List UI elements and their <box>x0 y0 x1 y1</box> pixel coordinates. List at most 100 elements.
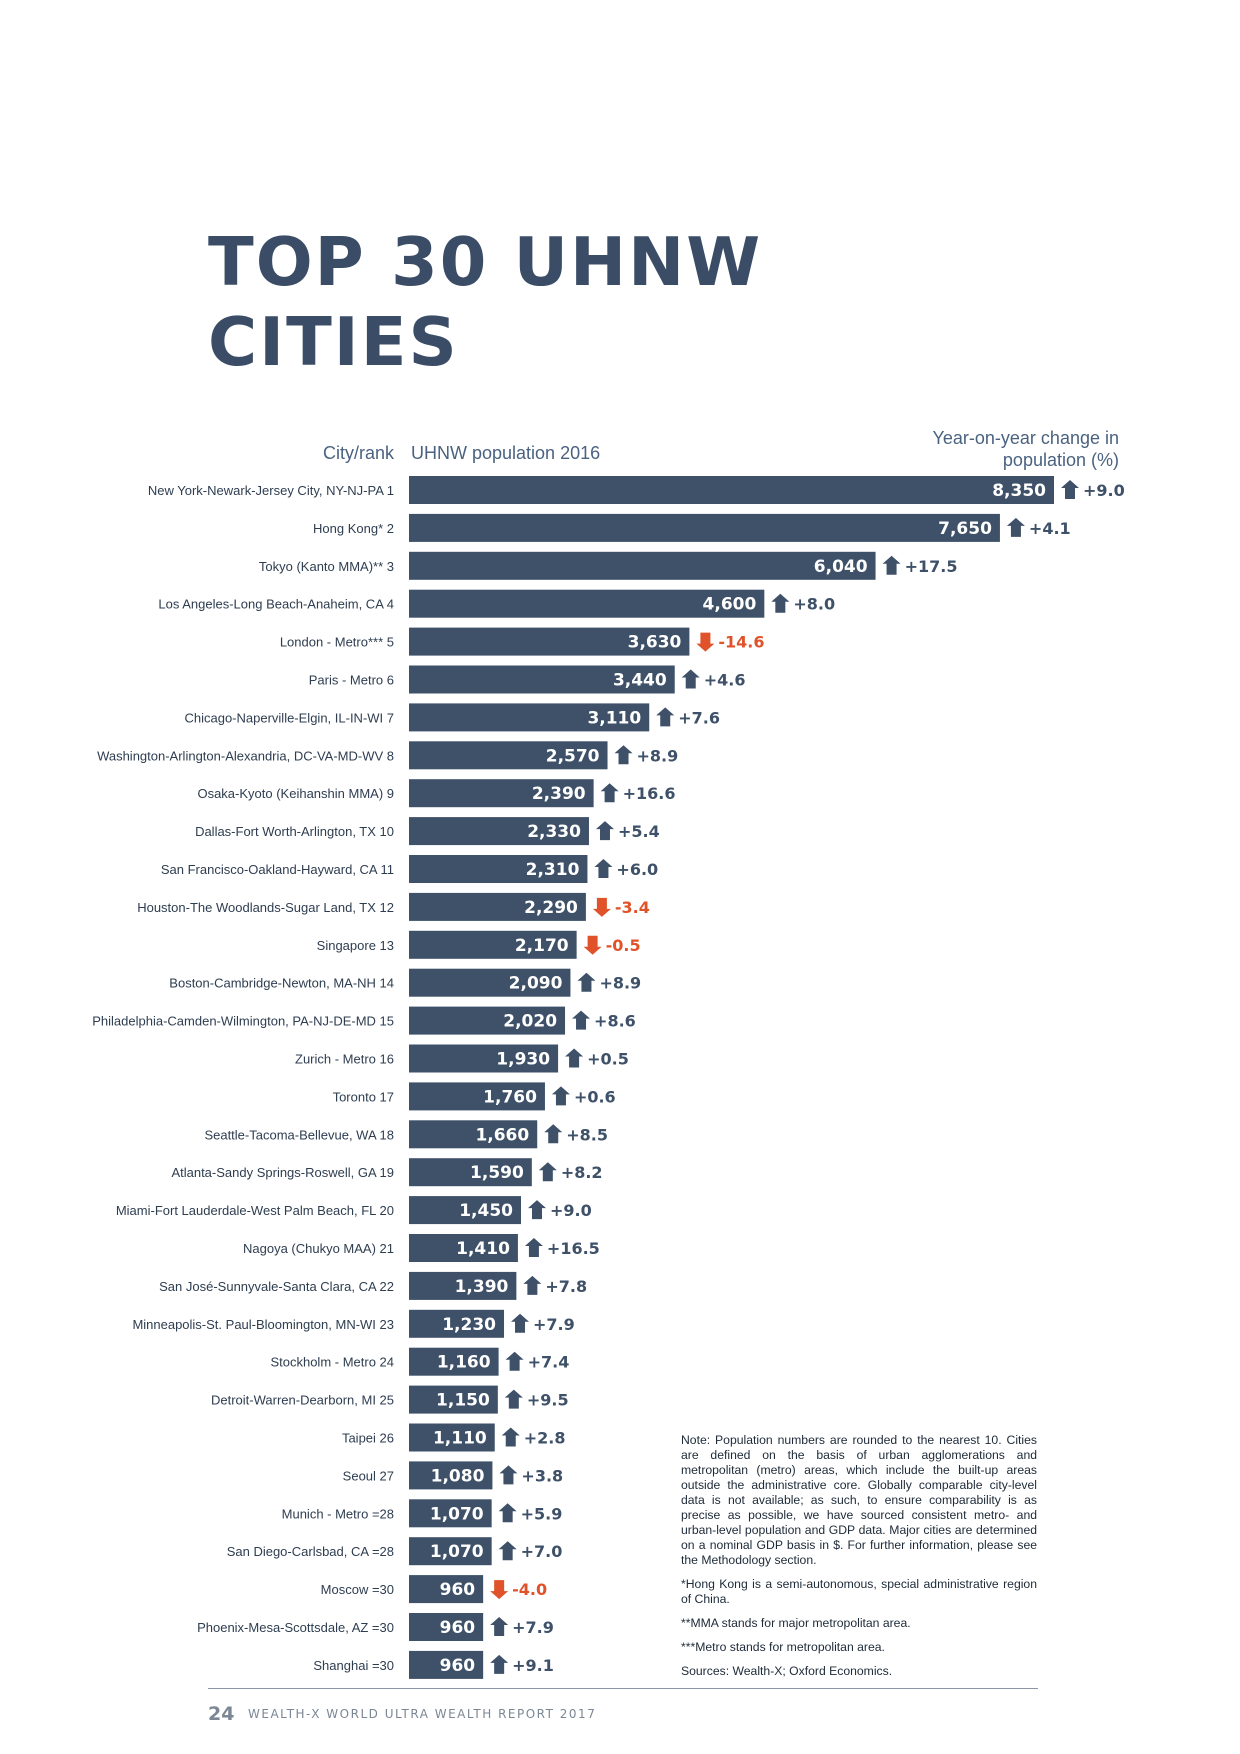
population-value-label: 2,330 <box>527 822 581 842</box>
change-value-label: +0.5 <box>587 1050 629 1069</box>
population-value-label: 8,350 <box>992 481 1046 501</box>
city-label: Houston-The Woodlands-Sugar Land, TX 12 <box>137 900 394 915</box>
population-value-label: 1,390 <box>455 1277 509 1297</box>
change-value-label: +5.4 <box>618 822 660 841</box>
arrow-up-icon <box>538 1162 557 1182</box>
city-label: Atlanta-Sandy Springs-Roswell, GA 19 <box>171 1165 394 1180</box>
arrow-up-icon <box>572 1010 591 1030</box>
arrow-down-icon <box>696 632 715 652</box>
population-bar <box>409 1158 532 1187</box>
footer-divider <box>208 1688 1038 1689</box>
arrow-down-icon <box>490 1580 509 1600</box>
change-value-label: +7.4 <box>528 1353 570 1372</box>
population-value-label: 2,090 <box>509 974 563 994</box>
arrow-up-icon <box>524 1238 543 1257</box>
city-label: San Francisco-Oakland-Hayward, CA 11 <box>161 862 394 877</box>
change-value-label: +7.9 <box>533 1315 575 1334</box>
population-bar <box>409 1385 498 1414</box>
city-label: Phoenix-Mesa-Scottsdale, AZ =30 <box>197 1620 394 1635</box>
change-value-label: -3.4 <box>615 898 650 917</box>
population-bar <box>409 1006 566 1035</box>
arrow-down-icon <box>592 897 611 917</box>
city-label: Zurich - Metro 16 <box>295 1052 394 1067</box>
arrow-up-icon <box>594 859 613 878</box>
arrow-up-icon <box>523 1275 542 1295</box>
city-label: Toronto 17 <box>333 1089 394 1104</box>
population-bar <box>409 1120 538 1149</box>
change-value-label: +16.6 <box>623 784 676 803</box>
city-label: Osaka-Kyoto (Keihanshin MMA) 9 <box>197 786 394 801</box>
change-value-label: +6.0 <box>616 860 658 879</box>
city-label: Paris - Metro 6 <box>309 673 394 688</box>
population-bar <box>409 1082 545 1111</box>
population-bar <box>409 1309 505 1338</box>
city-label: Stockholm - Metro 24 <box>270 1355 394 1370</box>
population-bar <box>409 1575 484 1604</box>
arrow-up-icon <box>614 745 633 765</box>
population-value-label: 7,650 <box>938 519 992 539</box>
population-value-label: 3,110 <box>587 708 641 728</box>
change-value-label: -0.5 <box>606 936 641 955</box>
population-value-label: 4,600 <box>703 595 757 615</box>
arrow-up-icon <box>499 1465 518 1485</box>
change-value-label: +16.5 <box>547 1239 600 1258</box>
population-value-label: 2,390 <box>532 784 586 804</box>
city-label: Munich - Metro =28 <box>282 1506 394 1521</box>
change-value-label: +5.9 <box>521 1504 563 1523</box>
population-bar <box>409 1499 492 1528</box>
arrow-up-icon <box>498 1541 517 1561</box>
arrow-up-icon <box>1061 480 1079 499</box>
change-value-label: +7.0 <box>521 1542 563 1561</box>
population-value-label: 960 <box>440 1656 476 1676</box>
city-label: Dallas-Fort Worth-Arlington, TX 10 <box>195 824 394 839</box>
arrow-up-icon <box>501 1427 520 1447</box>
population-value-label: 1,110 <box>433 1429 487 1449</box>
change-value-label: +8.0 <box>793 595 835 614</box>
city-label: Seattle-Tacoma-Bellevue, WA 18 <box>204 1127 394 1142</box>
population-bar <box>409 551 876 580</box>
city-label: Nagoya (Chukyo MAA) 21 <box>243 1241 394 1256</box>
change-header-line-2: population (%) <box>1002 450 1119 470</box>
city-label: Miami-Fort Lauderdale-West Palm Beach, F… <box>116 1203 394 1218</box>
city-label: Seoul 27 <box>343 1468 394 1483</box>
title-line-2: CITIES <box>208 303 459 381</box>
city-label: Washington-Arlington-Alexandria, DC-VA-M… <box>97 748 394 763</box>
change-value-label: +8.5 <box>566 1125 608 1144</box>
note-paragraph: Note: Population numbers are rounded to … <box>681 1433 1037 1567</box>
population-bar <box>409 665 675 694</box>
report-name: WEALTH-X WORLD ULTRA WEALTH REPORT 2017 <box>248 1707 597 1721</box>
population-value-label: 3,440 <box>613 671 667 691</box>
population-value-label: 1,590 <box>470 1163 524 1183</box>
arrow-up-icon <box>771 593 790 613</box>
population-value-label: 1,070 <box>430 1542 484 1562</box>
population-bar <box>409 817 589 846</box>
population-value-label: 2,020 <box>503 1012 557 1032</box>
population-value-label: 2,170 <box>515 936 569 956</box>
change-value-label: +4.1 <box>1029 519 1071 538</box>
change-value-label: +7.6 <box>678 708 720 727</box>
city-label: Philadelphia-Camden-Wilmington, PA-NJ-DE… <box>92 1014 394 1029</box>
change-header: Year-on-year change in population (%) <box>889 427 1119 471</box>
population-bar <box>409 1196 522 1225</box>
population-bar <box>409 1234 518 1262</box>
arrow-up-icon <box>505 1351 524 1371</box>
population-value-label: 6,040 <box>814 557 868 577</box>
notes-block: Note: Population numbers are rounded to … <box>681 1433 1037 1688</box>
arrow-up-icon <box>490 1617 509 1636</box>
population-value-label: 1,150 <box>436 1391 490 1411</box>
population-value-label: 2,310 <box>526 860 580 880</box>
note-hong-kong: *Hong Kong is a semi-autonomous, special… <box>681 1577 1037 1606</box>
change-value-label: +8.9 <box>599 974 641 993</box>
city-label: Boston-Cambridge-Newton, MA-NH 14 <box>169 976 394 991</box>
note-sources: Sources: Wealth-X; Oxford Economics. <box>681 1664 893 1678</box>
change-header-line-1: Year-on-year change in <box>932 428 1119 448</box>
arrow-up-icon <box>1006 517 1025 537</box>
city-label: Minneapolis-St. Paul-Bloomington, MN-WI … <box>132 1317 394 1332</box>
city-label: Taipei 26 <box>342 1431 394 1446</box>
population-header: UHNW population 2016 <box>411 443 601 463</box>
population-value-label: 1,230 <box>442 1315 496 1335</box>
arrow-up-icon <box>656 707 675 727</box>
change-value-label: -14.6 <box>718 633 764 652</box>
arrow-up-icon <box>544 1124 563 1144</box>
arrow-up-icon <box>490 1654 509 1674</box>
